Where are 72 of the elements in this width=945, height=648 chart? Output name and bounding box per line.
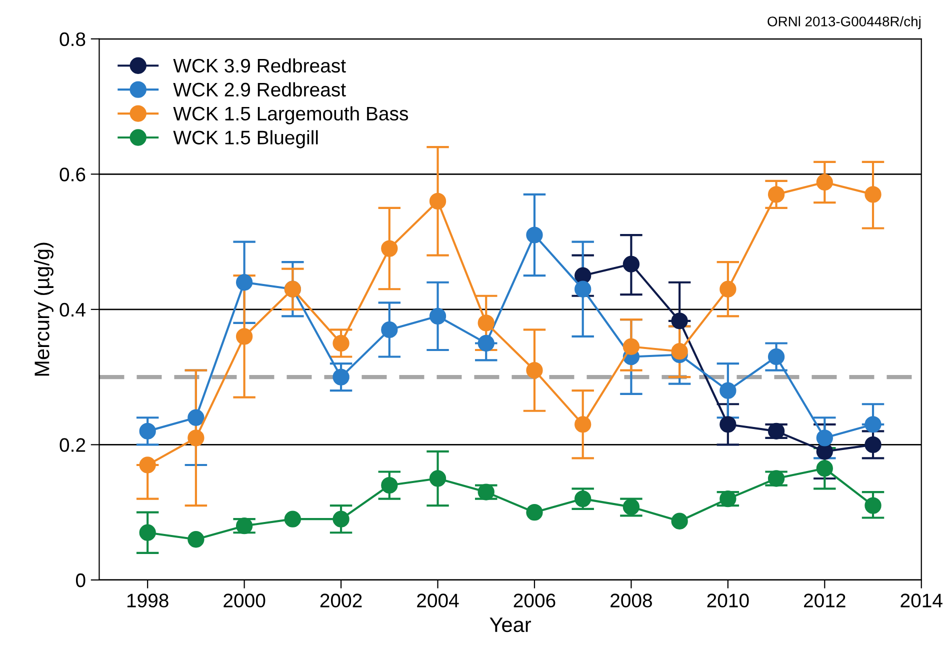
x-tick-label: 2004 <box>417 594 459 608</box>
point <box>139 422 156 440</box>
point <box>284 510 302 528</box>
x-tick-label: 2008 <box>610 594 652 608</box>
point <box>671 343 688 360</box>
point <box>429 470 446 487</box>
y-tick-label: 0.2 <box>60 438 86 452</box>
point <box>768 348 785 366</box>
legend-label: WCK 2.9 Redbreast <box>173 82 346 97</box>
point <box>816 174 833 191</box>
point <box>574 267 592 284</box>
point <box>720 416 736 433</box>
legend-label: WCK 1.5 Largemouth Bass <box>173 106 408 124</box>
point <box>622 256 640 272</box>
x-axis-title: Year <box>490 618 532 632</box>
x-tick-label: 2006 <box>514 594 556 608</box>
point <box>720 382 736 399</box>
point <box>236 518 253 534</box>
point <box>864 497 882 514</box>
point <box>478 334 494 352</box>
point <box>622 338 640 355</box>
point <box>139 456 156 474</box>
point <box>332 510 350 528</box>
point <box>332 334 350 352</box>
point <box>236 328 253 345</box>
point <box>864 436 882 454</box>
y-tick-label: 0.6 <box>60 168 86 182</box>
point <box>574 416 592 433</box>
point <box>478 314 494 332</box>
x-tick-label: 2002 <box>320 594 362 608</box>
point <box>188 430 204 446</box>
point <box>526 504 543 521</box>
point <box>574 280 592 298</box>
point <box>816 443 833 460</box>
point <box>720 280 736 298</box>
point <box>574 490 592 508</box>
point <box>429 308 446 325</box>
text: ORNl 2013-G00448R/chj <box>768 16 920 30</box>
x-tick-label: 1998 <box>127 594 168 608</box>
point <box>526 362 543 379</box>
point <box>332 368 350 386</box>
point <box>622 498 640 516</box>
point <box>139 524 156 541</box>
point <box>671 312 688 330</box>
point <box>381 321 398 338</box>
point <box>478 484 494 500</box>
point <box>720 490 736 508</box>
x-tick-label: 2014 <box>900 594 942 608</box>
point <box>188 531 204 548</box>
point <box>864 416 882 433</box>
point <box>816 460 833 477</box>
point <box>768 422 785 440</box>
x-tick-label: 2000 <box>224 594 266 608</box>
point <box>381 240 398 257</box>
y-axis-title: Mercury (µg/g) <box>34 242 54 376</box>
point <box>429 192 446 210</box>
point <box>236 274 253 291</box>
y-tick-label: 0 <box>76 573 86 588</box>
y-tick-label: 0.4 <box>60 302 86 317</box>
point <box>381 476 398 494</box>
point <box>768 470 785 487</box>
point <box>526 226 543 244</box>
legend-label: WCK 1.5 Bluegill <box>173 130 318 148</box>
point <box>816 430 833 446</box>
point <box>188 409 204 426</box>
point <box>768 186 785 203</box>
point <box>671 512 688 530</box>
y-tick-label: 0.8 <box>60 32 86 46</box>
x-tick-label: 2012 <box>804 594 846 608</box>
point <box>864 186 882 203</box>
legend-label: WCK 3.9 Redbreast <box>173 58 346 73</box>
x-tick-label: 2010 <box>707 594 749 608</box>
